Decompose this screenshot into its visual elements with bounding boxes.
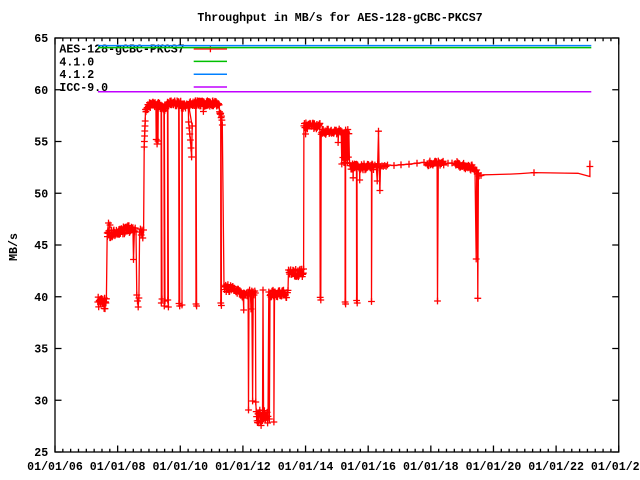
svg-text:35: 35 [34, 344, 48, 357]
svg-text:45: 45 [34, 240, 48, 253]
svg-text:01/01/16: 01/01/16 [340, 461, 396, 474]
svg-text:MB/s: MB/s [8, 233, 21, 261]
svg-text:01/01/08: 01/01/08 [90, 461, 146, 474]
svg-text:25: 25 [34, 447, 48, 460]
svg-text:01/01/22: 01/01/22 [528, 461, 584, 474]
svg-text:01/01/12: 01/01/12 [215, 461, 271, 474]
svg-text:01/01/06: 01/01/06 [27, 461, 83, 474]
svg-text:01/01/20: 01/01/20 [466, 461, 522, 474]
svg-text:ICC-9.0: ICC-9.0 [59, 82, 108, 95]
svg-text:4.1.2: 4.1.2 [59, 69, 94, 82]
svg-text:60: 60 [34, 85, 48, 98]
svg-text:55: 55 [34, 137, 48, 150]
svg-text:65: 65 [34, 33, 48, 46]
svg-text:50: 50 [34, 188, 48, 201]
svg-text:30: 30 [34, 395, 48, 408]
svg-text:01/01/10: 01/01/10 [152, 461, 208, 474]
svg-text:4.1.0: 4.1.0 [59, 56, 94, 69]
svg-text:40: 40 [34, 292, 48, 305]
svg-text:Throughput in MB/s for AES-128: Throughput in MB/s for AES-128-gCBC-PKCS… [197, 12, 482, 25]
svg-text:01/01/18: 01/01/18 [403, 461, 459, 474]
svg-text:01/01/14: 01/01/14 [278, 461, 334, 474]
svg-text:01/01/24: 01/01/24 [591, 461, 640, 474]
